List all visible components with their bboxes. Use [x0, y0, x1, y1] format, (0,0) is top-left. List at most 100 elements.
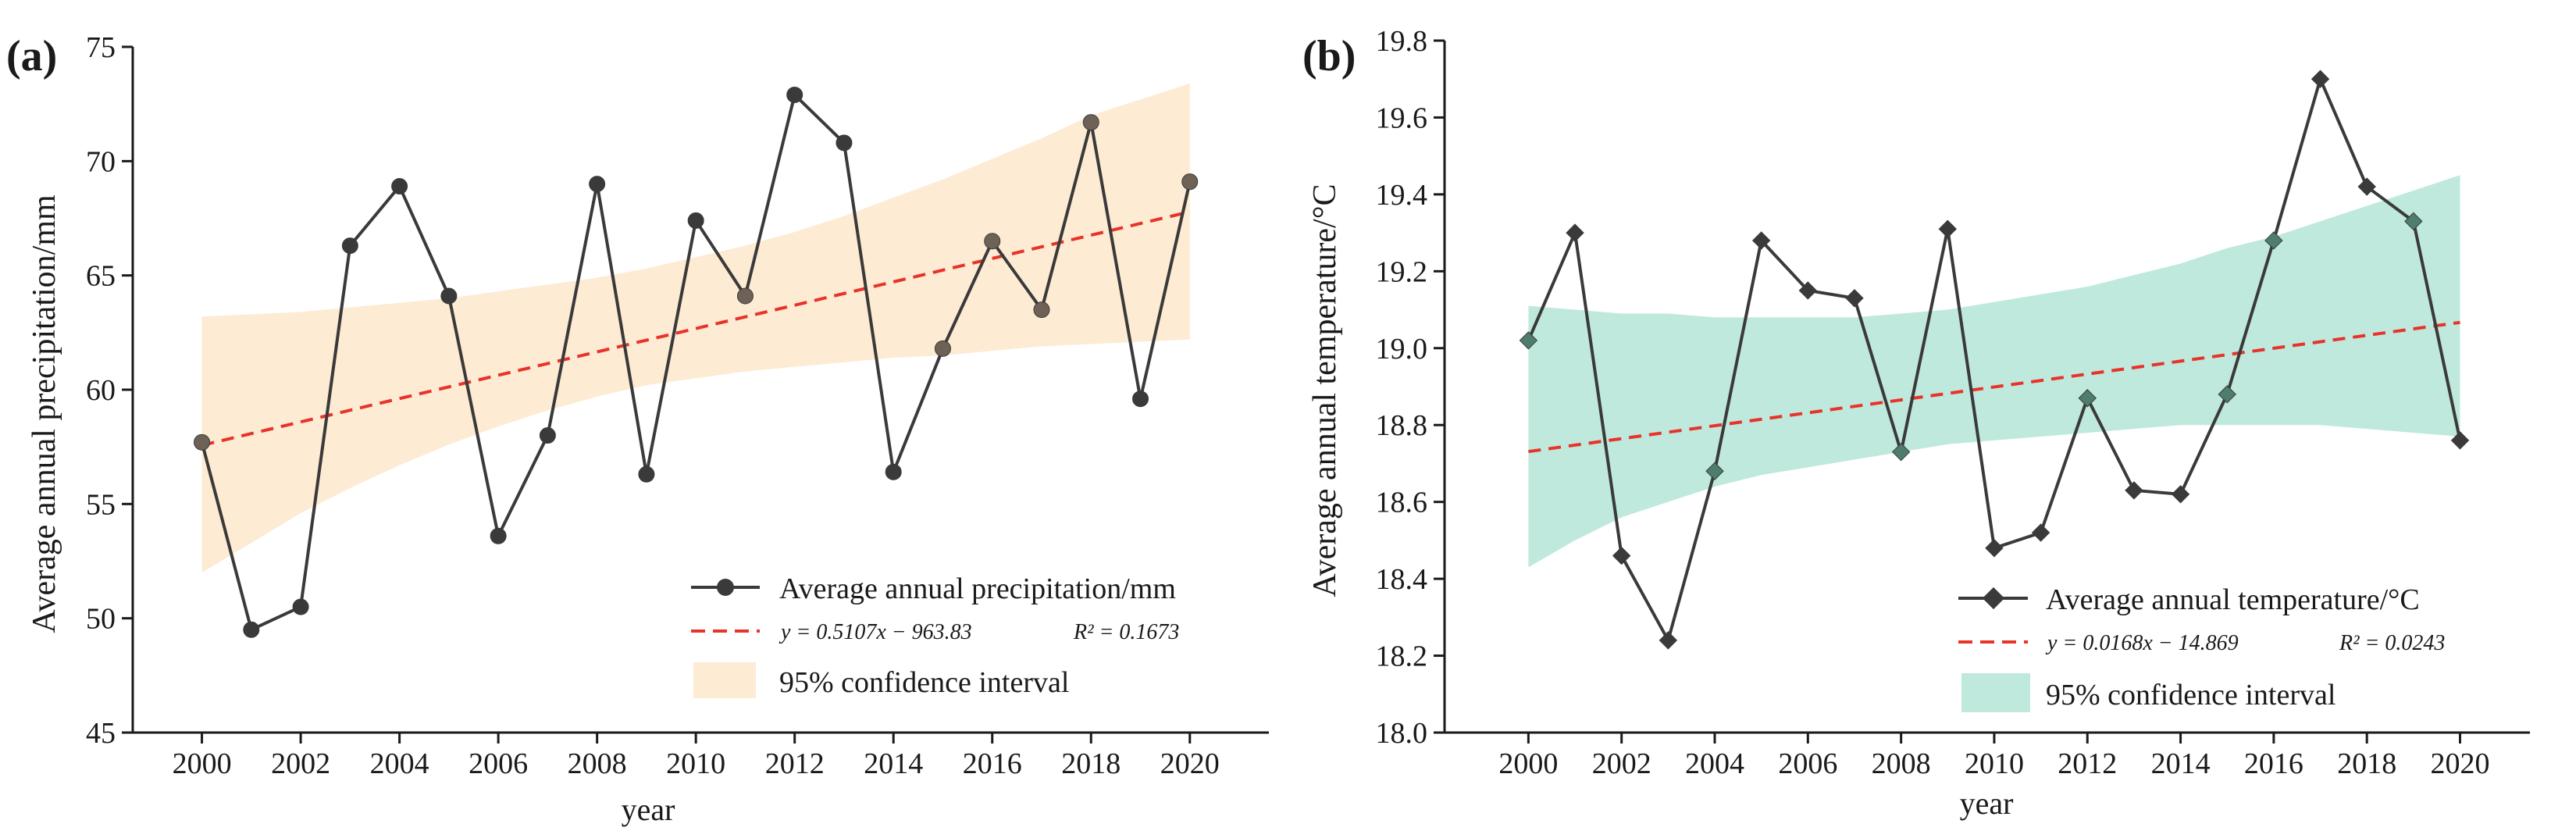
data-point-2009 [1938, 219, 1957, 238]
x-tick-label: 2016 [2244, 747, 2303, 780]
data-point-2002 [1612, 546, 1631, 565]
x-tick-label: 2002 [1592, 747, 1651, 780]
y-tick-label: 19.2 [1376, 255, 1428, 288]
data-point-2019 [1132, 390, 1149, 408]
fit-line-a-path [201, 210, 1191, 448]
data-point-2012 [2078, 389, 2097, 408]
y-tick-label: 18.8 [1376, 409, 1428, 442]
data-point-2011 [2031, 523, 2050, 542]
data-point-2007 [1845, 289, 1864, 308]
fit-line-b-path [1528, 320, 2460, 454]
x-tick-label: 2000 [1498, 747, 1558, 780]
x-tick-label: 2016 [963, 747, 1022, 780]
data-point-2006 [490, 527, 507, 544]
y-axis-label-a: Average annual precipitation/mm [27, 194, 62, 633]
x-tick-label: 2018 [2337, 747, 2396, 780]
data-point-2019 [2404, 212, 2423, 231]
y-tick-label: 50 [86, 603, 116, 636]
x-axis-label-a: year [622, 792, 675, 827]
x-tick-label: 2014 [864, 747, 923, 780]
x-tick-label: 2020 [1160, 747, 1220, 780]
x-tick-label: 2006 [1778, 747, 1837, 780]
confidence-band-b-area [1528, 175, 2460, 568]
x-axis-label-b: year [1960, 786, 2014, 821]
x-tick-label: 2010 [666, 747, 725, 780]
data-point-2014 [885, 463, 902, 480]
data-point-2017 [2311, 70, 2330, 88]
confidence-band-b [1528, 175, 2460, 568]
data-point-2003 [1659, 631, 1678, 650]
x-tick-label: 2004 [370, 747, 429, 780]
x-ticks-a: 2000 2002 2004 2006 2008 2010 2012 2014 2016 2018… [173, 733, 1220, 780]
data-point-2018 [1082, 114, 1099, 131]
legend-series-marker-b [1982, 587, 2005, 610]
x-tick-label: 2018 [1061, 747, 1121, 780]
x-tick-label: 2004 [1685, 747, 1744, 780]
data-point-2002 [292, 598, 309, 615]
data-point-2012 [786, 86, 803, 103]
x-tick-label: 2020 [2431, 747, 2490, 780]
data-point-2014 [2171, 485, 2190, 504]
fit-line-b [1528, 320, 2460, 454]
data-point-2015 [2218, 385, 2236, 404]
x-tick-label: 2010 [1965, 747, 2024, 780]
legend-b: Average annual temperature/°C y = 0.0168… [1958, 583, 2445, 712]
data-point-2004 [391, 178, 408, 195]
data-point-2009 [638, 465, 655, 483]
fit-line-a [201, 210, 1191, 448]
x-tick-label: 2012 [2058, 747, 2117, 780]
data-point-2008 [1891, 442, 1911, 462]
data-point-2000 [1519, 331, 1538, 350]
y-tick-label: 19.6 [1376, 102, 1428, 134]
data-point-2005 [440, 287, 458, 305]
data-point-2007 [539, 427, 556, 444]
data-point-2001 [243, 621, 260, 638]
legend-fit-r2-b: R² = 0.0243 [2339, 631, 2445, 655]
data-point-2018 [2357, 177, 2376, 196]
series-markers-b [1519, 70, 2470, 650]
y-tick-label: 55 [86, 488, 116, 521]
panel-label-b: (b) [1302, 32, 1356, 80]
y-tick-label: 65 [86, 260, 116, 293]
panel-b-temperature-chart: (b) 18.0 18.2 18.4 18.6 18.8 19.0 19.2 19.4 19.6… [1302, 25, 2530, 821]
legend-band-label-b: 95% confidence interval [2046, 679, 2336, 711]
legend-fit-equation-a: y = 0.5107x − 963.83 [779, 620, 972, 644]
y-tick-label: 18.6 [1376, 487, 1428, 519]
y-tick-label: 19.4 [1376, 179, 1428, 212]
y-tick-label: 18.0 [1376, 717, 1428, 750]
legend-band-label-a: 95% confidence interval [779, 666, 1069, 699]
data-point-2013 [836, 134, 853, 152]
data-point-2016 [984, 233, 1001, 250]
x-tick-label: 2008 [568, 747, 627, 780]
x-tick-label: 2008 [1872, 747, 1931, 780]
y-tick-label: 70 [86, 145, 116, 178]
data-point-2020 [2450, 431, 2470, 450]
y-tick-label: 19.8 [1376, 25, 1428, 58]
legend-band-swatch-b [1961, 673, 2030, 712]
y-tick-label: 75 [86, 31, 116, 64]
data-point-2016 [2264, 231, 2283, 250]
panel-label-a: (a) [6, 32, 57, 80]
data-point-2015 [934, 340, 951, 357]
legend-series-label-a: Average annual precipitation/mm [779, 572, 1176, 605]
x-tick-label: 2006 [469, 747, 528, 780]
data-point-2001 [1566, 223, 1584, 242]
data-point-2010 [1985, 539, 2004, 558]
data-point-2011 [736, 287, 754, 305]
legend-series-marker-a [717, 579, 734, 596]
data-point-2003 [341, 237, 358, 255]
y-tick-label: 18.4 [1376, 563, 1428, 596]
data-point-2010 [687, 212, 704, 229]
y-ticks-a: 45 50 55 60 65 70 75 [86, 31, 133, 750]
y-tick-label: 19.0 [1376, 333, 1428, 366]
data-point-2020 [1181, 173, 1199, 191]
y-tick-label: 18.2 [1376, 640, 1428, 673]
x-ticks-b: 2000 2002 2004 2006 2008 2010 2012 2014 2016 2018… [1498, 733, 2490, 780]
data-point-2006 [1798, 281, 1818, 300]
legend-fit-r2-a: R² = 0.1673 [1073, 620, 1179, 644]
x-tick-label: 2000 [173, 747, 232, 780]
legend-band-swatch-a [693, 662, 756, 698]
x-tick-label: 2002 [271, 747, 330, 780]
legend-fit-equation-b: y = 0.0168x − 14.869 [2045, 631, 2239, 655]
